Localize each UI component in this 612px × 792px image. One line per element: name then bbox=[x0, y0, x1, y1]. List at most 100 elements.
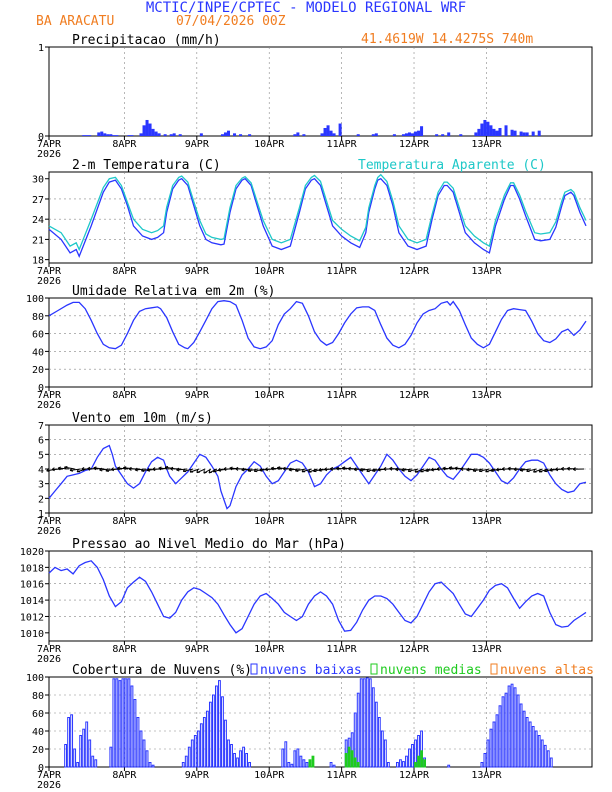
wind-arrow-head bbox=[526, 468, 530, 473]
cloud-bar-low bbox=[377, 717, 381, 768]
cloud-bar-low bbox=[79, 735, 83, 768]
wind-arrow-head bbox=[134, 467, 138, 472]
wind-arrow-head bbox=[495, 467, 500, 472]
precip-bar bbox=[329, 130, 333, 136]
precip-bar bbox=[223, 132, 227, 136]
legend-high-swatch bbox=[490, 663, 498, 675]
cloud-bar-low bbox=[492, 721, 496, 768]
wind-arrow-head bbox=[212, 468, 217, 473]
cloud-bar-low bbox=[221, 696, 224, 768]
temperature-title: 2-m Temperatura (C) bbox=[72, 158, 221, 173]
wind-x-tick-label: 8APR bbox=[112, 516, 137, 527]
precip-bar bbox=[142, 125, 146, 136]
clouds-y-tick-label: 20 bbox=[32, 745, 44, 756]
wind-arrow-head bbox=[46, 468, 50, 472]
temperature-y-tick-label: 24 bbox=[32, 215, 44, 226]
cloud-bar-low bbox=[287, 762, 291, 768]
temperature-x-tick-label: 7APR bbox=[37, 266, 62, 277]
chart-title: MCTIC/INPE/CPTEC - MODELO REGIONAL WRF bbox=[146, 0, 466, 16]
cloud-bar-low bbox=[193, 735, 197, 768]
wind-arrow-head bbox=[164, 466, 169, 470]
precip-bar bbox=[504, 125, 508, 136]
temperature-x-tick-label: 10APR bbox=[254, 266, 285, 277]
cloud-bar-mid bbox=[417, 755, 420, 768]
precip-bar bbox=[302, 134, 306, 136]
cloud-bar-low bbox=[136, 717, 140, 768]
wind-arrow-head bbox=[519, 467, 524, 472]
cloud-bar-low bbox=[70, 714, 74, 768]
cloud-bar-low bbox=[281, 748, 285, 768]
cloud-bar-mid bbox=[311, 755, 315, 768]
cloud-bar-low bbox=[284, 741, 288, 768]
precip-bar bbox=[495, 130, 499, 136]
humidity-x-tick-label: 7APR bbox=[37, 390, 62, 401]
cloud-bar-low bbox=[248, 762, 252, 768]
cloud-bar-low bbox=[480, 762, 484, 768]
precip-bar bbox=[127, 135, 131, 136]
wind-x-tick-label: 11APR bbox=[327, 516, 358, 527]
cloud-bar-low bbox=[199, 723, 203, 768]
precip-x-tick-label: 11APR bbox=[327, 139, 358, 150]
cloud-bar-low bbox=[396, 762, 399, 768]
wind-arrow-head bbox=[430, 467, 435, 472]
wind-arrow-head bbox=[208, 469, 213, 474]
cloud-bar-low bbox=[522, 710, 526, 768]
wind-arrow-head bbox=[217, 467, 222, 472]
cloud-bar-low bbox=[181, 762, 185, 768]
wind-arrow-head bbox=[513, 467, 517, 472]
cloud-bar-mid bbox=[420, 750, 423, 768]
temperature-y-tick-label: 30 bbox=[32, 175, 44, 186]
humidity-y-tick-label: 40 bbox=[32, 347, 44, 358]
wind-arrow-head bbox=[425, 468, 429, 472]
precip-bar bbox=[519, 131, 523, 136]
cloud-bar-low bbox=[447, 764, 451, 768]
clouds-x-tick-label: 11APR bbox=[327, 770, 358, 781]
pressure-x-tick-label: 9APR bbox=[185, 644, 210, 655]
cloud-bar-low bbox=[546, 750, 550, 768]
wind-series-line bbox=[48, 444, 587, 510]
precip-bar bbox=[82, 135, 86, 136]
precip-bar bbox=[97, 132, 101, 136]
temperature-series-line bbox=[48, 177, 587, 258]
pressure-title: Pressao ao Nivel Medio do Mar (hPa) bbox=[72, 537, 346, 552]
cloud-bar-low bbox=[215, 685, 218, 768]
pressure-x-tick-label: 10APR bbox=[254, 644, 285, 655]
cloud-bar-low bbox=[486, 739, 490, 768]
wind-arrow-head bbox=[572, 467, 576, 472]
wind-arrow-head bbox=[335, 466, 340, 471]
precip-bar bbox=[537, 130, 541, 136]
wind-arrow-head bbox=[442, 466, 446, 471]
humidity-x-tick-label: 9APR bbox=[185, 390, 210, 401]
wind-arrow-head bbox=[93, 466, 97, 471]
precip-bar bbox=[474, 132, 478, 136]
wind-arrow-head bbox=[69, 467, 74, 472]
wind-arrow bbox=[526, 468, 537, 472]
wind-arrow-head bbox=[182, 468, 187, 473]
precip-bar bbox=[371, 134, 375, 136]
wind-arrow-head bbox=[57, 466, 61, 471]
temperature-frame bbox=[48, 171, 593, 264]
wind-arrow bbox=[158, 467, 170, 470]
clouds-y-tick-label: 0 bbox=[38, 763, 44, 774]
pressure-y-tick-label: 1014 bbox=[20, 596, 44, 607]
cloud-bar-mid bbox=[353, 757, 357, 768]
precip-bar bbox=[332, 133, 336, 136]
precip-bar bbox=[414, 131, 418, 136]
cloud-bar-low bbox=[124, 678, 128, 768]
precip-bar bbox=[531, 131, 535, 136]
wind-arrow-head bbox=[566, 466, 571, 471]
wind-arrow-head bbox=[560, 466, 565, 471]
legend-low-label: nuvens baixas bbox=[260, 663, 362, 678]
precip-x-tick-label: 7APR bbox=[37, 139, 62, 150]
cloud-bar-low bbox=[212, 694, 215, 768]
wind-arrow-head bbox=[501, 467, 505, 471]
precip-bar bbox=[407, 132, 411, 136]
cloud-bar-low bbox=[224, 719, 227, 768]
cloud-bar-mid bbox=[308, 759, 312, 768]
wind-arrow bbox=[544, 468, 555, 472]
precip-bar bbox=[199, 133, 203, 136]
precip-bar bbox=[220, 134, 224, 136]
humidity-x-tick-label: 13APR bbox=[471, 390, 502, 401]
wind-arrow bbox=[64, 466, 75, 470]
precip-bar bbox=[492, 128, 496, 136]
